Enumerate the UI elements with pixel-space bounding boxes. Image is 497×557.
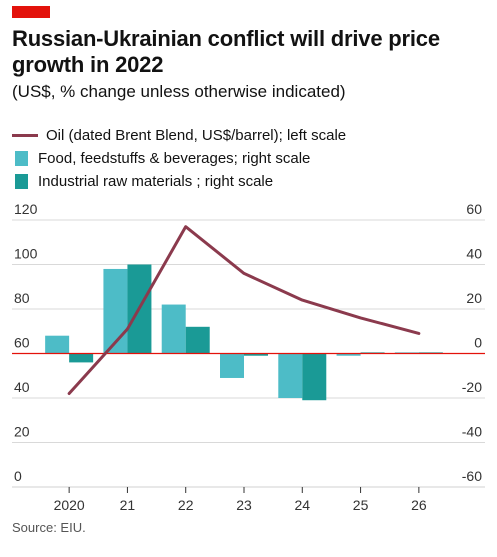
- left-tick-label: 80: [14, 290, 30, 306]
- x-tick-label: 23: [236, 497, 252, 513]
- axis-labels: 0 -60 20 -40 40 -20 60 0 80 20 100 40 120 60 2020 21 22 2…: [14, 201, 482, 513]
- oil-line: [67, 225, 421, 396]
- legend-swatch-food: [15, 151, 28, 166]
- food-bar: [103, 268, 128, 354]
- industrial-bar: [244, 353, 268, 356]
- legend: Oil (dated Brent Blend, US$/barrel); lef…: [12, 124, 346, 193]
- left-tick-label: 20: [14, 424, 30, 440]
- left-tick-label: 100: [14, 246, 38, 262]
- left-tick-label: 40: [14, 379, 30, 395]
- left-tick-label: 0: [14, 468, 22, 484]
- right-tick-label: 40: [466, 246, 482, 262]
- x-tick-label: 22: [178, 497, 194, 513]
- left-tick-label: 120: [14, 201, 38, 217]
- right-tick-label: -40: [462, 424, 482, 440]
- industrial-bar: [185, 326, 210, 354]
- oil-line-group: [67, 225, 421, 396]
- chart-title: Russian-Ukrainian conflict will drive pr…: [12, 26, 440, 77]
- left-tick-label: 60: [14, 335, 30, 351]
- legend-item-oil: Oil (dated Brent Blend, US$/barrel); lef…: [12, 124, 346, 147]
- right-tick-label: 20: [466, 290, 482, 306]
- brand-red-bar: [12, 6, 50, 18]
- right-tick-label: -20: [462, 379, 482, 395]
- legend-swatch-oil: [12, 134, 38, 137]
- x-tick-label: 21: [120, 497, 136, 513]
- legend-swatch-industrial: [15, 174, 28, 189]
- food-bar: [45, 335, 70, 354]
- right-tick-label: -60: [462, 468, 482, 484]
- industrial-bar: [302, 353, 327, 401]
- legend-item-food: Food, feedstuffs & beverages; right scal…: [12, 147, 346, 170]
- legend-label-industrial: Industrial raw materials ; right scale: [38, 173, 274, 190]
- industrial-bar: [69, 353, 94, 363]
- x-tick-label: 2020: [54, 497, 85, 513]
- source-note: Source: EIU.: [12, 520, 86, 535]
- food-bar: [336, 353, 361, 356]
- legend-label-food: Food, feedstuffs & beverages; right scal…: [38, 150, 311, 167]
- food-bar: [161, 304, 186, 354]
- right-tick-label: 0: [474, 335, 482, 351]
- bars: [45, 264, 443, 401]
- gridlines: [12, 219, 485, 488]
- food-bar: [278, 353, 303, 398]
- legend-item-industrial: Industrial raw materials ; right scale: [12, 170, 346, 193]
- food-bar: [220, 353, 244, 378]
- x-tick-label: 25: [353, 497, 369, 513]
- legend-label-oil: Oil (dated Brent Blend, US$/barrel); lef…: [46, 127, 347, 144]
- right-tick-label: 60: [466, 201, 482, 217]
- chart-subtitle: (US$, % change unless otherwise indicate…: [12, 82, 346, 101]
- x-tick-label: 24: [294, 497, 310, 513]
- x-tick-label: 26: [411, 497, 427, 513]
